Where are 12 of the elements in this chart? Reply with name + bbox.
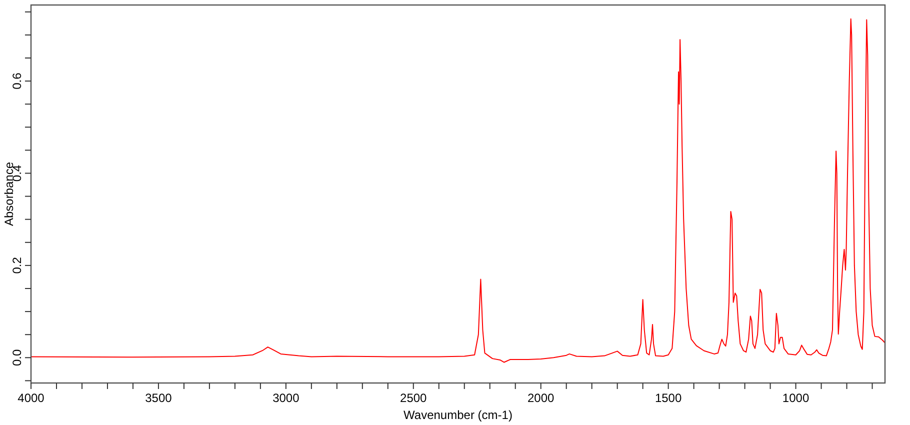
x-tick-label: 4000 [18,391,45,405]
x-tick-label: 1000 [782,391,810,405]
x-axis-title: Wavenumber (cm-1) [404,408,512,422]
line-series [31,18,885,363]
x-tick-label: 2000 [528,391,555,405]
y-tick-label: 0.0 [10,348,24,366]
x-tick-label: 3500 [145,391,172,405]
y-tick-label: 0.6 [10,72,24,90]
x-tick-label: 3000 [272,391,300,405]
x-tick-label: 2500 [400,391,428,405]
x-tick-label: 1500 [654,391,682,405]
y-tick-label: 0.2 [10,256,24,274]
